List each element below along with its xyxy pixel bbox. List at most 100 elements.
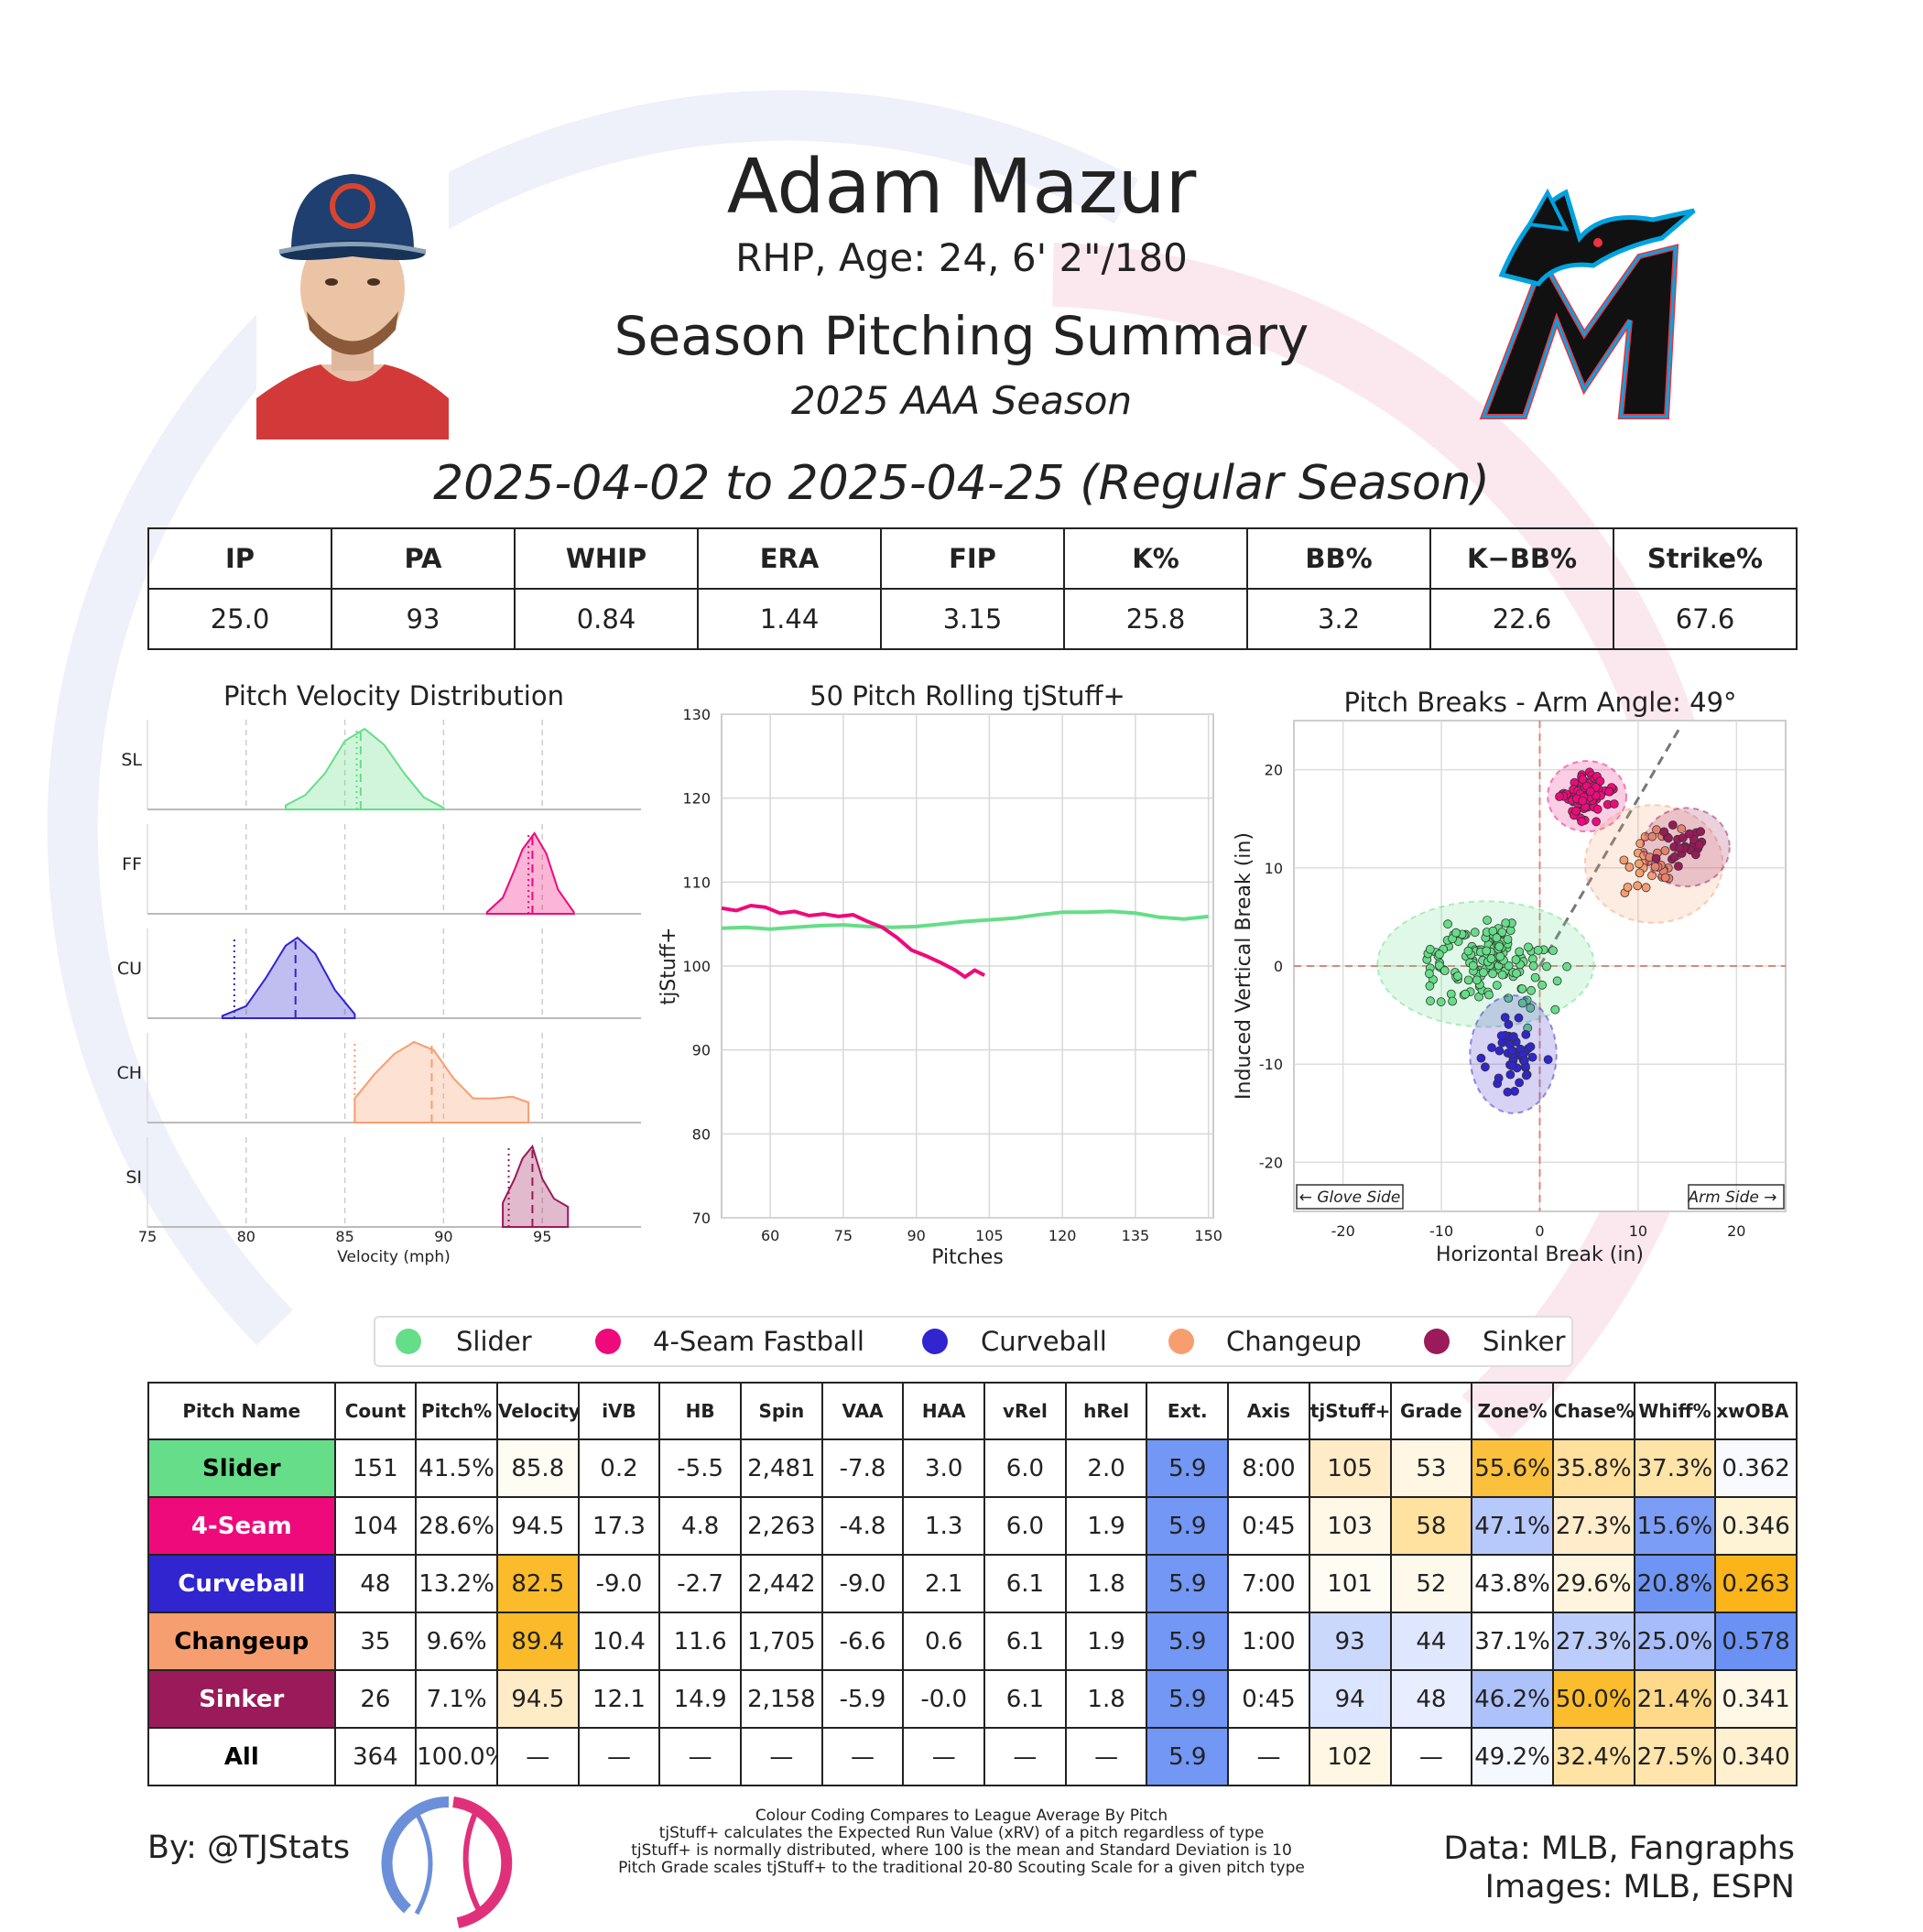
breaks-point: [1515, 947, 1525, 957]
breaks-point: [1694, 841, 1704, 850]
breaks-point: [1463, 946, 1473, 956]
breaks-point: [1696, 827, 1705, 837]
table-cell: 32.4%: [1551, 1727, 1635, 1786]
breaks-y-label: Induced Vertical Break (in): [1233, 832, 1255, 1100]
breaks-y-tick: -20: [1259, 1154, 1283, 1171]
velocity-row-label-sl: SL: [121, 750, 142, 770]
pitch-name-cell: 4-Seam: [147, 1496, 336, 1556]
pitch-table-header-velocity: Velocity: [495, 1382, 580, 1440]
breaks-point: [1435, 950, 1444, 960]
pitch-table-header-row: Pitch Name Count Pitch% Velocity iVB HB Spin VA…: [147, 1382, 1798, 1440]
breaks-point: [1503, 935, 1513, 944]
pitch-table-header-pitch-name: Pitch Name: [147, 1382, 336, 1440]
breaks-point: [1660, 873, 1670, 883]
breaks-point: [1426, 996, 1435, 1006]
breaks-y-tick: 10: [1265, 860, 1283, 877]
velocity-x-tick: 95: [533, 1228, 551, 1245]
table-cell: 44: [1389, 1612, 1473, 1671]
breaks-point: [1504, 1019, 1514, 1029]
breaks-point: [1479, 968, 1488, 977]
velocity-chart-title: Pitch Velocity Distribution: [223, 680, 564, 711]
stat-header-k-pct: K%: [1063, 527, 1248, 590]
season-stats-header-row: IP PA WHIP ERA FIP K% BB% K−BB% Strike%: [147, 527, 1798, 590]
table-cell: 104: [333, 1496, 418, 1556]
velocity-row-label-ff: FF: [122, 854, 142, 874]
glove-side-label: ← Glove Side: [1299, 1189, 1401, 1207]
breaks-point: [1507, 1061, 1516, 1070]
table-cell: 5.9: [1146, 1669, 1230, 1729]
breaks-point: [1515, 1078, 1524, 1088]
breaks-point: [1425, 981, 1435, 991]
velocity-density-sl: [284, 727, 445, 810]
legend-label-changeup: Changeup: [1226, 1326, 1362, 1357]
breaks-point: [1690, 850, 1700, 860]
table-cell: 2,481: [740, 1438, 823, 1498]
rolling-y-tick: 130: [682, 706, 711, 723]
table-cell: —: [1064, 1727, 1148, 1786]
breaks-point: [1512, 969, 1521, 978]
breaks-point: [1664, 833, 1673, 843]
breaks-point: [1492, 933, 1502, 943]
table-cell: 0:45: [1227, 1496, 1310, 1556]
stat-header-whip: WHIP: [514, 527, 699, 590]
breaks-point: [1451, 928, 1461, 938]
table-cell: 41.5%: [415, 1438, 498, 1498]
table-cell: —: [983, 1727, 1067, 1786]
rolling-line-4-seam-fastball: [721, 903, 986, 980]
pitch-table-header-tjstuff: tjStuff+: [1308, 1382, 1392, 1440]
table-cell: 1.8: [1064, 1669, 1148, 1729]
breaks-point: [1651, 853, 1661, 863]
pitch-table-header-ivb: iVB: [577, 1382, 661, 1440]
date-range: 2025-04-02 to 2025-04-25 (Regular Season…: [433, 456, 1490, 511]
breaks-point: [1562, 961, 1571, 971]
table-cell: 17.3: [577, 1496, 661, 1556]
table-cell: 15.6%: [1633, 1496, 1717, 1556]
table-cell: —: [740, 1727, 823, 1786]
pitch-name-cell: Changeup: [147, 1612, 336, 1671]
breaks-point: [1527, 1052, 1537, 1062]
table-cell: 29.6%: [1551, 1554, 1635, 1613]
table-cell: 8:00: [1227, 1438, 1310, 1498]
breaks-point: [1501, 918, 1511, 928]
stat-value-era: 1.44: [697, 588, 882, 650]
rolling-x-label: Pitches: [931, 1246, 1004, 1269]
table-cell: —: [1227, 1727, 1310, 1786]
breaks-y-tick: -10: [1259, 1056, 1283, 1073]
table-cell: 4.8: [658, 1496, 743, 1556]
legend-dot-4-seam-fastball: [595, 1329, 621, 1354]
table-cell: 52: [1389, 1554, 1473, 1613]
table-cell: 364: [333, 1727, 418, 1786]
table-cell: —: [820, 1727, 905, 1786]
breaks-point: [1659, 827, 1669, 837]
table-cell: -2.7: [658, 1554, 743, 1613]
breaks-point: [1526, 1003, 1536, 1013]
table-cell: 85.8: [495, 1438, 580, 1498]
breaks-point: [1530, 972, 1540, 982]
table-cell: -9.0: [577, 1554, 661, 1613]
breaks-point: [1592, 804, 1602, 814]
team-logo: [1479, 188, 1696, 419]
table-cell: 0.2: [577, 1438, 661, 1498]
table-cell: 2,158: [740, 1669, 823, 1729]
table-cell: 49.2%: [1471, 1727, 1554, 1786]
stat-value-k-minus-bb-pct: 22.6: [1429, 588, 1614, 650]
footnote-line: Colour Coding Compares to League Average…: [755, 1807, 1168, 1825]
legend-dot-curveball: [922, 1329, 948, 1354]
breaks-point: [1669, 852, 1679, 862]
breaks-point: [1468, 961, 1478, 971]
velocity-x-tick: 80: [237, 1228, 255, 1245]
breaks-point: [1668, 820, 1678, 830]
stat-header-ip: IP: [147, 527, 332, 590]
table-cell: 48: [1389, 1669, 1473, 1729]
stat-header-k-minus-bb-pct: K−BB%: [1429, 527, 1614, 590]
breaks-point: [1677, 824, 1687, 834]
table-cell: 102: [1308, 1727, 1392, 1786]
stat-value-whip: 0.84: [514, 588, 699, 650]
breaks-point: [1481, 1062, 1490, 1072]
table-cell: 5.9: [1146, 1727, 1230, 1786]
stat-header-strike-pct: Strike%: [1613, 527, 1798, 590]
breaks-point: [1533, 945, 1543, 955]
breaks-x-tick: 0: [1535, 1222, 1544, 1240]
stat-value-ip: 25.0: [147, 588, 332, 650]
rolling-chart-title: 50 Pitch Rolling tjStuff+: [809, 680, 1125, 711]
